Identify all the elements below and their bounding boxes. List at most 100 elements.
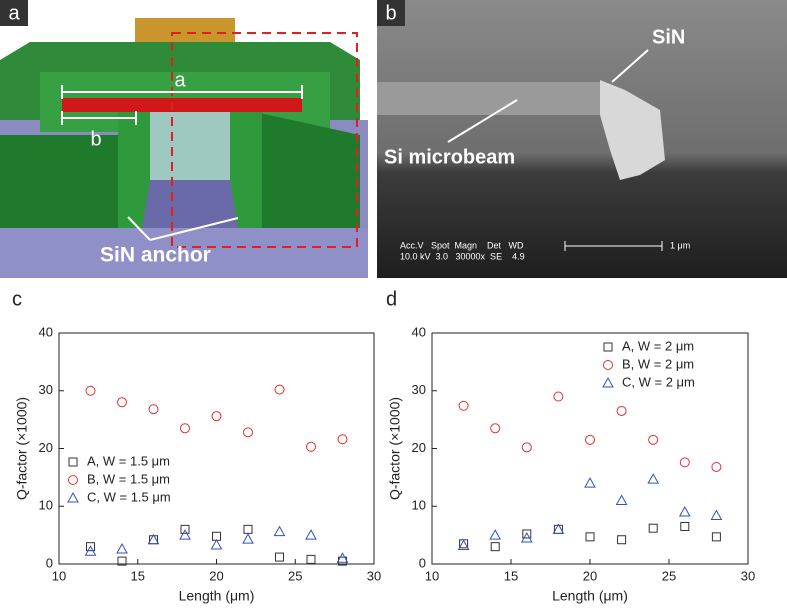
marker-square	[711, 532, 721, 542]
annotation: Si microbeam	[384, 146, 515, 168]
y-tick-label: 30	[39, 382, 53, 397]
marker-triangle	[305, 529, 317, 540]
marker-triangle	[336, 552, 349, 563]
x-tick-label: 20	[209, 568, 223, 583]
legend-label: B, W = 1.5 μm	[87, 471, 170, 486]
marker-circle	[243, 427, 253, 438]
marker-square	[86, 542, 95, 552]
x-tick-label: 15	[504, 568, 518, 583]
cavity	[142, 180, 238, 228]
marker-circle	[616, 405, 627, 416]
marker-circle	[306, 441, 316, 452]
marker-triangle	[116, 542, 128, 554]
marker-triangle	[489, 529, 502, 540]
scale-label: 1 μm	[670, 240, 690, 250]
legend-marker	[602, 376, 614, 388]
marker-triangle	[647, 473, 660, 484]
zoom-box	[171, 32, 358, 248]
arrow	[127, 216, 151, 241]
marker-square	[585, 532, 595, 542]
gap	[150, 112, 230, 182]
marker-triangle	[678, 505, 691, 517]
marker-square	[648, 523, 658, 533]
marker-circle	[585, 434, 595, 445]
marker-circle	[211, 411, 222, 422]
marker-square	[180, 524, 190, 534]
y-tick-label: 10	[412, 498, 426, 513]
marker-square	[490, 542, 500, 552]
legend-marker	[603, 342, 613, 352]
microbeam	[377, 82, 612, 115]
x-axis-label: Length (μm)	[179, 588, 255, 604]
plot-frame	[58, 332, 375, 565]
marker-circle	[711, 461, 722, 472]
y-tick-label: 30	[412, 382, 426, 397]
marker-triangle	[242, 533, 254, 544]
legend-label: A, W = 2 μm	[622, 338, 694, 353]
marker-triangle	[457, 539, 470, 551]
x-axis-label: Length (μm)	[552, 588, 628, 604]
marker-triangle	[520, 531, 533, 543]
marker-circle	[148, 404, 159, 415]
x-tick-label: 10	[52, 568, 66, 583]
marker-circle	[85, 385, 96, 396]
marker-circle	[274, 384, 285, 395]
plot-frame	[431, 332, 749, 565]
panel-label: c	[12, 288, 22, 310]
panel-label: b	[385, 2, 396, 24]
panel-label-bg	[377, 0, 405, 26]
legend-marker	[68, 457, 78, 467]
legend-label: C, W = 2 μm	[622, 374, 695, 389]
panel-label: a	[8, 2, 20, 24]
marker-circle	[490, 423, 501, 434]
panel-label-bg	[0, 0, 28, 26]
legend-marker	[603, 360, 613, 370]
arrow	[611, 49, 649, 83]
y-tick-label: 0	[419, 555, 426, 570]
y-tick-label: 10	[39, 498, 53, 513]
sin-tip	[600, 80, 665, 180]
anchor-left	[118, 112, 150, 228]
x-tick-label: 30	[367, 568, 381, 583]
arrow	[149, 217, 239, 241]
marker-circle	[648, 434, 659, 445]
legend-label: B, W = 2 μm	[622, 356, 694, 371]
marker-circle	[553, 391, 564, 402]
legend-label: C, W = 1.5 μm	[87, 489, 171, 504]
marker-triangle	[84, 545, 97, 556]
dim-label: b	[90, 128, 101, 150]
y-tick-label: 40	[412, 324, 426, 339]
panel-a: a b SiN anchor a	[0, 0, 368, 278]
y-tick-label: 20	[39, 440, 53, 455]
y-tick-label: 40	[39, 324, 53, 339]
sem-image	[377, 0, 787, 278]
left-block	[0, 135, 140, 228]
x-tick-label: 25	[288, 568, 302, 583]
legend-marker	[67, 491, 79, 503]
marker-triangle	[710, 509, 723, 520]
dim-label: a	[174, 69, 186, 91]
panel-b: SiN Si microbeam Acc.V Spot Magn Det WD …	[377, 0, 787, 278]
legend-label: A, W = 1.5 μm	[87, 453, 170, 468]
marker-circle	[180, 423, 190, 434]
marker-square	[617, 535, 627, 545]
marker-square	[117, 556, 127, 566]
y-axis-label: Q-factor (×1000)	[14, 397, 30, 500]
marker-circle	[521, 442, 532, 453]
y-tick-label: 0	[46, 555, 53, 570]
right-block	[230, 112, 360, 228]
sin-layer	[62, 98, 302, 112]
marker-square	[306, 554, 316, 564]
marker-circle	[458, 400, 469, 411]
sem-info: 10.0 kV 3.0 30000x SE 4.9	[400, 251, 525, 261]
marker-circle	[117, 397, 127, 408]
marker-triangle	[210, 538, 223, 550]
legend-marker	[68, 475, 78, 485]
panel-label: d	[386, 288, 397, 310]
marker-square	[680, 521, 690, 531]
x-tick-label: 25	[662, 568, 676, 583]
y-tick-label: 20	[412, 440, 426, 455]
marker-triangle	[273, 525, 286, 537]
x-tick-label: 10	[425, 568, 439, 583]
